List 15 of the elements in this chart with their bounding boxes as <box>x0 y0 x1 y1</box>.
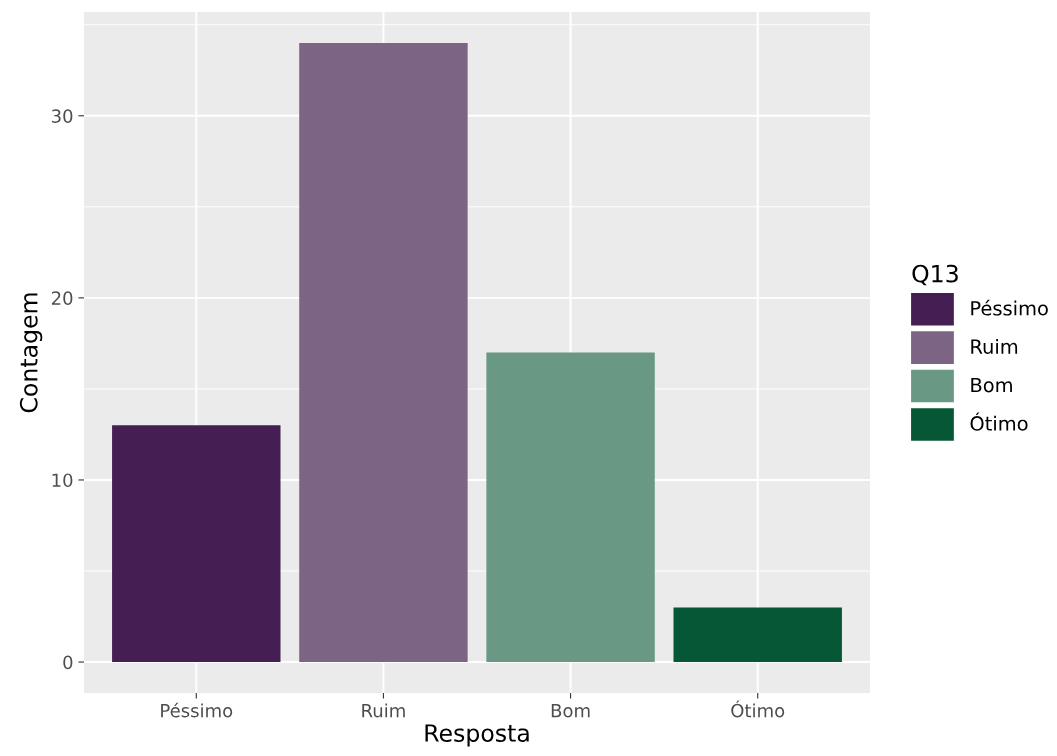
legend-label: Ótimo <box>970 412 1028 431</box>
legend-label: Bom <box>971 377 1012 393</box>
x-tick-label: Péssimo <box>161 702 233 718</box>
x-tick-label: Bom <box>551 703 590 718</box>
x-tick-label: Ótimo <box>731 700 785 718</box>
x-axis-title: Resposta <box>425 724 529 747</box>
y-tick-label: 10 <box>52 473 73 488</box>
y-axis-title: Contagem <box>19 293 43 413</box>
y-tick-label: 30 <box>51 109 73 123</box>
y-tick-label: 20 <box>51 291 73 305</box>
legend-label: Ruim <box>971 338 1018 354</box>
legend-label: Péssimo <box>971 299 1048 316</box>
x-tick-label: Ruim <box>362 703 405 718</box>
y-tick-label: 0 <box>63 655 73 670</box>
legend-title: Q13 <box>912 264 958 286</box>
